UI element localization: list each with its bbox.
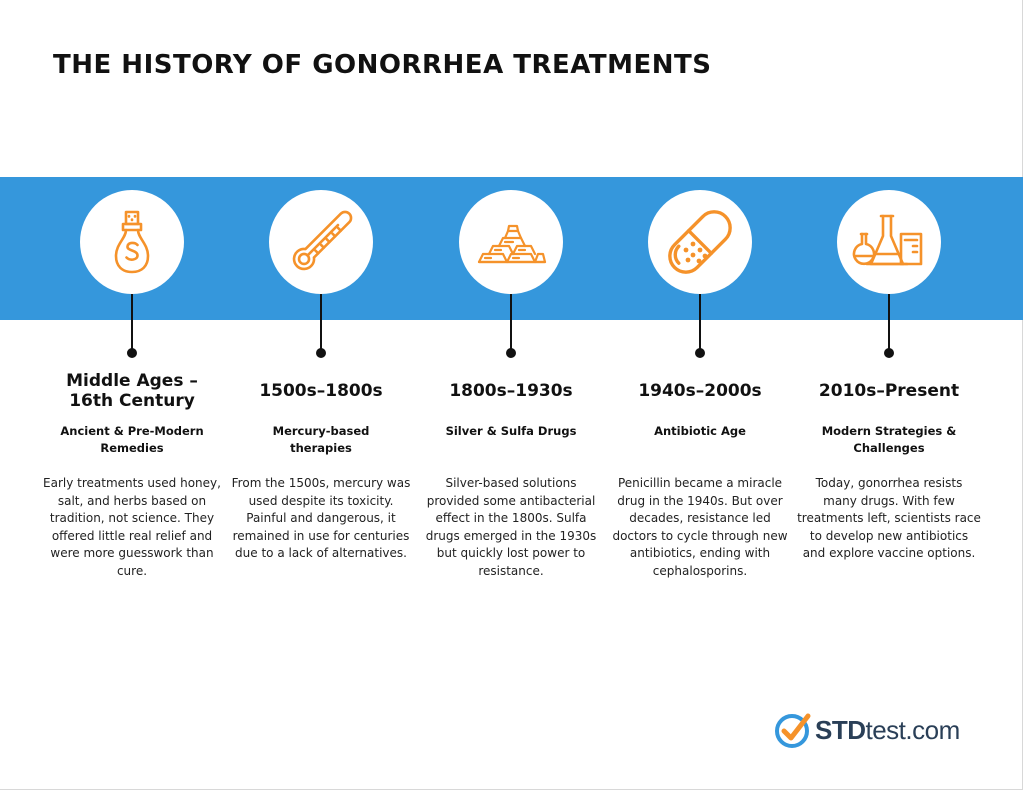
logo-text-bold: STD xyxy=(815,714,866,745)
timeline-item-middle-ages: Middle Ages – 16th Century Ancient & Pre… xyxy=(42,0,222,791)
lab-flasks-icon xyxy=(852,214,923,266)
timeline-connector xyxy=(131,294,133,350)
era-heading: 1800s–1930s xyxy=(449,381,573,401)
era-subtitle: Silver & Sulfa Drugs xyxy=(445,424,577,438)
timeline-connector xyxy=(699,294,701,350)
era-heading: 1500s–1800s xyxy=(259,381,383,401)
icon-circle xyxy=(837,190,941,294)
timeline-item-2010s-present: 2010s–Present Modern Strategies & Challe… xyxy=(797,0,981,791)
silver-bars-icon xyxy=(477,224,547,264)
timeline-dot xyxy=(884,348,894,358)
timeline-connector xyxy=(888,294,890,350)
logo-text: STDtest.com xyxy=(815,715,960,746)
timeline-connector xyxy=(510,294,512,350)
era-subtitle: Antibiotic Age xyxy=(654,424,746,438)
timeline-dot xyxy=(127,348,137,358)
era-description: From the 1500s, mercury was used despite… xyxy=(231,476,411,560)
era-heading: 2010s–Present xyxy=(818,381,960,401)
icon-circle xyxy=(80,190,184,294)
page-title: THE HISTORY OF GONORRHEA TREATMENTS xyxy=(53,50,712,80)
timeline-dot xyxy=(316,348,326,358)
era-description: Penicillin became a miracle drug in the … xyxy=(612,476,788,578)
timeline-connector xyxy=(320,294,322,350)
era-description: Today, gonorrhea resists many drugs. Wit… xyxy=(797,476,981,560)
era-subtitle: Modern Strategies & Challenges xyxy=(821,424,957,455)
timeline-item-1800s-1930s: 1800s–1930s Silver & Sulfa Drugs Silver-… xyxy=(421,0,601,791)
era-subtitle: Ancient & Pre-Modern Remedies xyxy=(60,424,204,455)
era-heading: Middle Ages – 16th Century xyxy=(66,371,198,411)
timeline-dot xyxy=(506,348,516,358)
thermometer-icon xyxy=(292,210,353,271)
era-description: Silver-based solutions provided some ant… xyxy=(425,476,597,578)
check-circle-icon xyxy=(775,713,811,748)
era-heading: 1940s–2000s xyxy=(638,381,762,401)
pill-capsule-icon xyxy=(668,210,732,274)
icon-circle xyxy=(648,190,752,294)
era-description: Early treatments used honey, salt, and h… xyxy=(43,476,221,578)
logo-text-rest: test.com xyxy=(865,714,961,745)
brand-logo: STDtest.com xyxy=(773,710,960,750)
era-subtitle: Mercury-based therapies xyxy=(272,424,370,455)
timeline-item-1500s-1800s: 1500s–1800s Mercury-based therapies From… xyxy=(231,0,411,791)
timeline-item-1940s-2000s: 1940s–2000s Antibiotic Age Penicillin be… xyxy=(610,0,790,791)
icon-circle xyxy=(459,190,563,294)
salt-shaker-icon xyxy=(114,210,150,274)
icon-circle xyxy=(269,190,373,294)
timeline-dot xyxy=(695,348,705,358)
